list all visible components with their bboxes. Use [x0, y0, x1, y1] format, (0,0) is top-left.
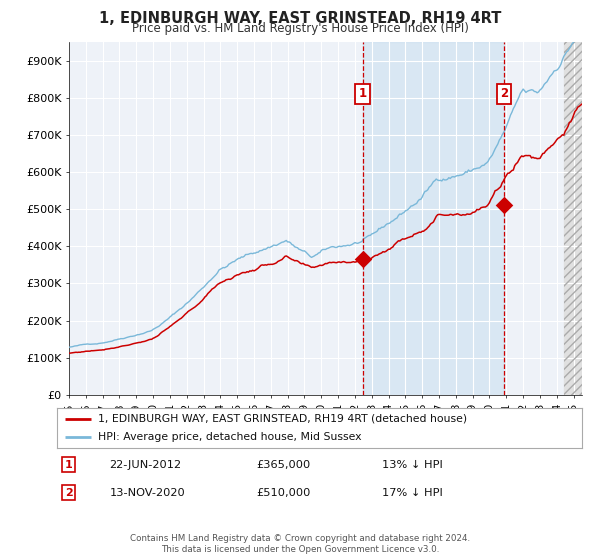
Bar: [363, 42, 504, 395]
Text: Price paid vs. HM Land Registry's House Price Index (HPI): Price paid vs. HM Land Registry's House …: [131, 22, 469, 35]
Text: 1, EDINBURGH WAY, EAST GRINSTEAD, RH19 4RT: 1, EDINBURGH WAY, EAST GRINSTEAD, RH19 4…: [99, 11, 501, 26]
Text: 1, EDINBURGH WAY, EAST GRINSTEAD, RH19 4RT (detached house): 1, EDINBURGH WAY, EAST GRINSTEAD, RH19 4…: [98, 414, 467, 423]
Text: 22-JUN-2012: 22-JUN-2012: [110, 460, 182, 470]
Text: 2: 2: [500, 87, 508, 100]
Text: 1: 1: [359, 87, 367, 100]
Text: £510,000: £510,000: [257, 488, 311, 498]
Point: [499, 201, 509, 210]
Text: £365,000: £365,000: [257, 460, 311, 470]
Text: 17% ↓ HPI: 17% ↓ HPI: [383, 488, 443, 498]
Text: 13% ↓ HPI: 13% ↓ HPI: [383, 460, 443, 470]
Text: 13-NOV-2020: 13-NOV-2020: [110, 488, 185, 498]
Bar: [564, 42, 582, 395]
Point: [358, 255, 368, 264]
Text: Contains HM Land Registry data © Crown copyright and database right 2024.
This d: Contains HM Land Registry data © Crown c…: [130, 534, 470, 554]
Bar: [564, 42, 582, 395]
Text: HPI: Average price, detached house, Mid Sussex: HPI: Average price, detached house, Mid …: [98, 432, 361, 442]
Text: 1: 1: [65, 460, 73, 470]
Text: 2: 2: [65, 488, 73, 498]
